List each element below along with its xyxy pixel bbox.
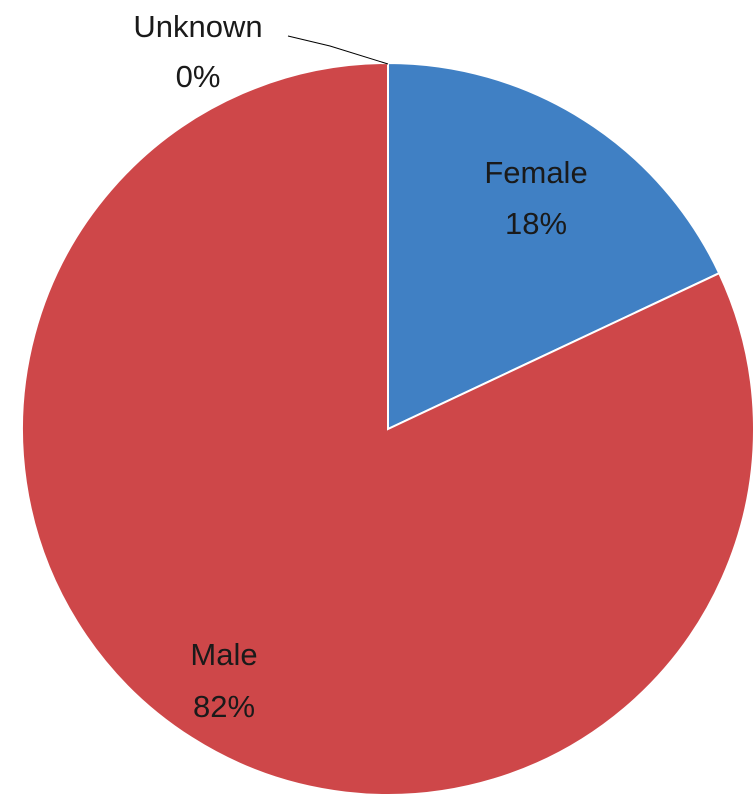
unknown-leader-line <box>287 35 389 65</box>
pie-slices <box>21 61 755 796</box>
female-percent: 18% <box>505 206 567 241</box>
male-percent: 82% <box>193 689 255 724</box>
pie-slice-female <box>387 61 721 431</box>
unknown-percent: 0% <box>176 59 221 94</box>
unknown-label: Unknown <box>133 9 262 44</box>
male-label: Male <box>190 637 257 672</box>
female-label: Female <box>484 155 587 190</box>
pie-slice-male <box>21 61 755 796</box>
